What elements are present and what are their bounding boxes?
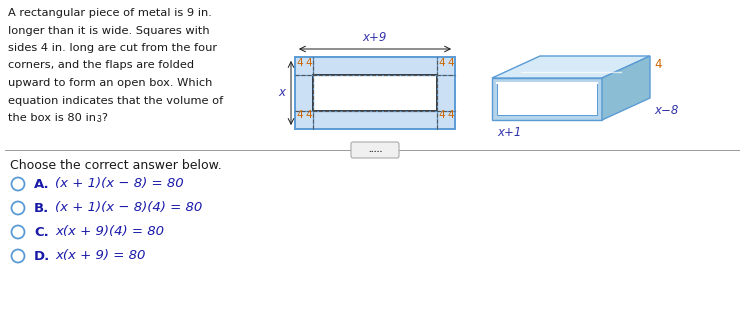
Text: 4: 4 xyxy=(305,110,312,120)
Text: x: x xyxy=(278,86,285,100)
Text: x+9: x+9 xyxy=(363,31,387,44)
Text: x(x + 9)(4) = 80: x(x + 9)(4) = 80 xyxy=(55,226,164,238)
Text: 4: 4 xyxy=(296,58,303,68)
Text: 4: 4 xyxy=(296,110,303,120)
Polygon shape xyxy=(492,56,650,78)
Text: C.: C. xyxy=(34,226,49,238)
Text: equation indicates that the volume of: equation indicates that the volume of xyxy=(8,95,223,105)
Text: sides 4 in. long are cut from the four: sides 4 in. long are cut from the four xyxy=(8,43,217,53)
Polygon shape xyxy=(497,83,597,115)
Text: 4: 4 xyxy=(305,58,312,68)
Text: 4: 4 xyxy=(447,58,454,68)
Text: 4: 4 xyxy=(438,110,445,120)
Text: 4: 4 xyxy=(654,59,661,71)
Text: B.: B. xyxy=(34,202,49,215)
Polygon shape xyxy=(492,78,602,120)
Text: x−8: x−8 xyxy=(654,105,679,118)
Text: Choose the correct answer below.: Choose the correct answer below. xyxy=(10,159,222,172)
Text: (x + 1)(x − 8)(4) = 80: (x + 1)(x − 8)(4) = 80 xyxy=(55,202,202,215)
Text: longer than it is wide. Squares with: longer than it is wide. Squares with xyxy=(8,26,210,36)
Polygon shape xyxy=(295,57,455,129)
Text: A rectangular piece of metal is 9 in.: A rectangular piece of metal is 9 in. xyxy=(8,8,212,18)
Polygon shape xyxy=(313,75,437,111)
Text: ?: ? xyxy=(101,113,107,123)
Text: D.: D. xyxy=(34,250,51,262)
FancyBboxPatch shape xyxy=(351,142,399,158)
Text: upward to form an open box. Which: upward to form an open box. Which xyxy=(8,78,212,88)
Text: (x + 1)(x − 8) = 80: (x + 1)(x − 8) = 80 xyxy=(55,178,184,191)
Text: 4: 4 xyxy=(447,110,454,120)
Polygon shape xyxy=(602,56,650,120)
Text: x+1: x+1 xyxy=(497,126,522,139)
Text: .....: ..... xyxy=(368,145,382,154)
Text: 4: 4 xyxy=(438,58,445,68)
Text: A.: A. xyxy=(34,178,50,191)
Text: the box is 80 in.: the box is 80 in. xyxy=(8,113,100,123)
Text: 3: 3 xyxy=(96,115,101,124)
Text: corners, and the flaps are folded: corners, and the flaps are folded xyxy=(8,61,194,71)
Text: x(x + 9) = 80: x(x + 9) = 80 xyxy=(55,250,145,262)
